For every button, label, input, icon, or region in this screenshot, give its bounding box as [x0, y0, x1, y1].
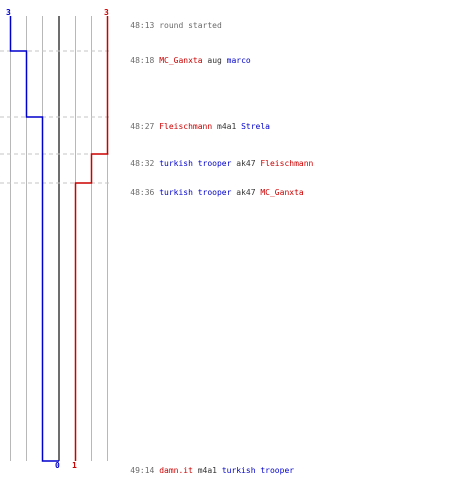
- victim-name: Fleischmann: [260, 159, 314, 168]
- weapon-name: m4a1: [197, 466, 217, 475]
- victim-name: marco: [226, 56, 251, 65]
- killer-name: turkish trooper: [159, 159, 232, 168]
- event-time: 48:32: [130, 159, 155, 168]
- event-time: 49:14: [130, 466, 155, 475]
- grid-lines: [10, 16, 108, 461]
- red-team-line: [74, 16, 109, 461]
- event-kill: 48:36 turkish trooper ak47 MC_Ganxta: [111, 178, 303, 197]
- weapon-name: aug: [207, 56, 222, 65]
- killer-name: MC_Ganxta: [159, 56, 203, 65]
- event-kill: 48:27 Fleischmann m4a1 Strela: [111, 112, 270, 131]
- event-time: 48:13: [130, 21, 155, 30]
- killer-name: damn.it: [159, 466, 193, 475]
- red-end-count: 1: [72, 461, 77, 470]
- blue-end-count: 0: [55, 461, 60, 470]
- weapon-name: m4a1: [217, 122, 237, 131]
- victim-name: MC_Ganxta: [260, 188, 304, 197]
- event-markers: [0, 50, 111, 184]
- event-time: 48:18: [130, 56, 155, 65]
- event-round-start: 48:13 round started: [111, 11, 222, 30]
- event-time: 48:27: [130, 122, 155, 131]
- red-start-count: 3: [104, 8, 109, 17]
- killer-name: turkish trooper: [159, 188, 232, 197]
- weapon-name: ak47: [236, 159, 256, 168]
- blue-start-count: 3: [6, 8, 11, 17]
- event-kill: 48:32 turkish trooper ak47 Fleischmann: [111, 149, 313, 168]
- weapon-name: ak47: [236, 188, 256, 197]
- event-message: round started: [159, 21, 222, 30]
- victim-name: Strela: [241, 122, 270, 131]
- victim-name: turkish trooper: [221, 466, 295, 475]
- event-kill: 49:14 damn.it m4a1 turkish trooper: [111, 456, 294, 475]
- killer-name: Fleischmann: [159, 122, 213, 131]
- event-time: 48:36: [130, 188, 155, 197]
- blue-team-line: [9, 16, 59, 462]
- event-kill: 48:18 MC_Ganxta aug marco: [111, 46, 250, 65]
